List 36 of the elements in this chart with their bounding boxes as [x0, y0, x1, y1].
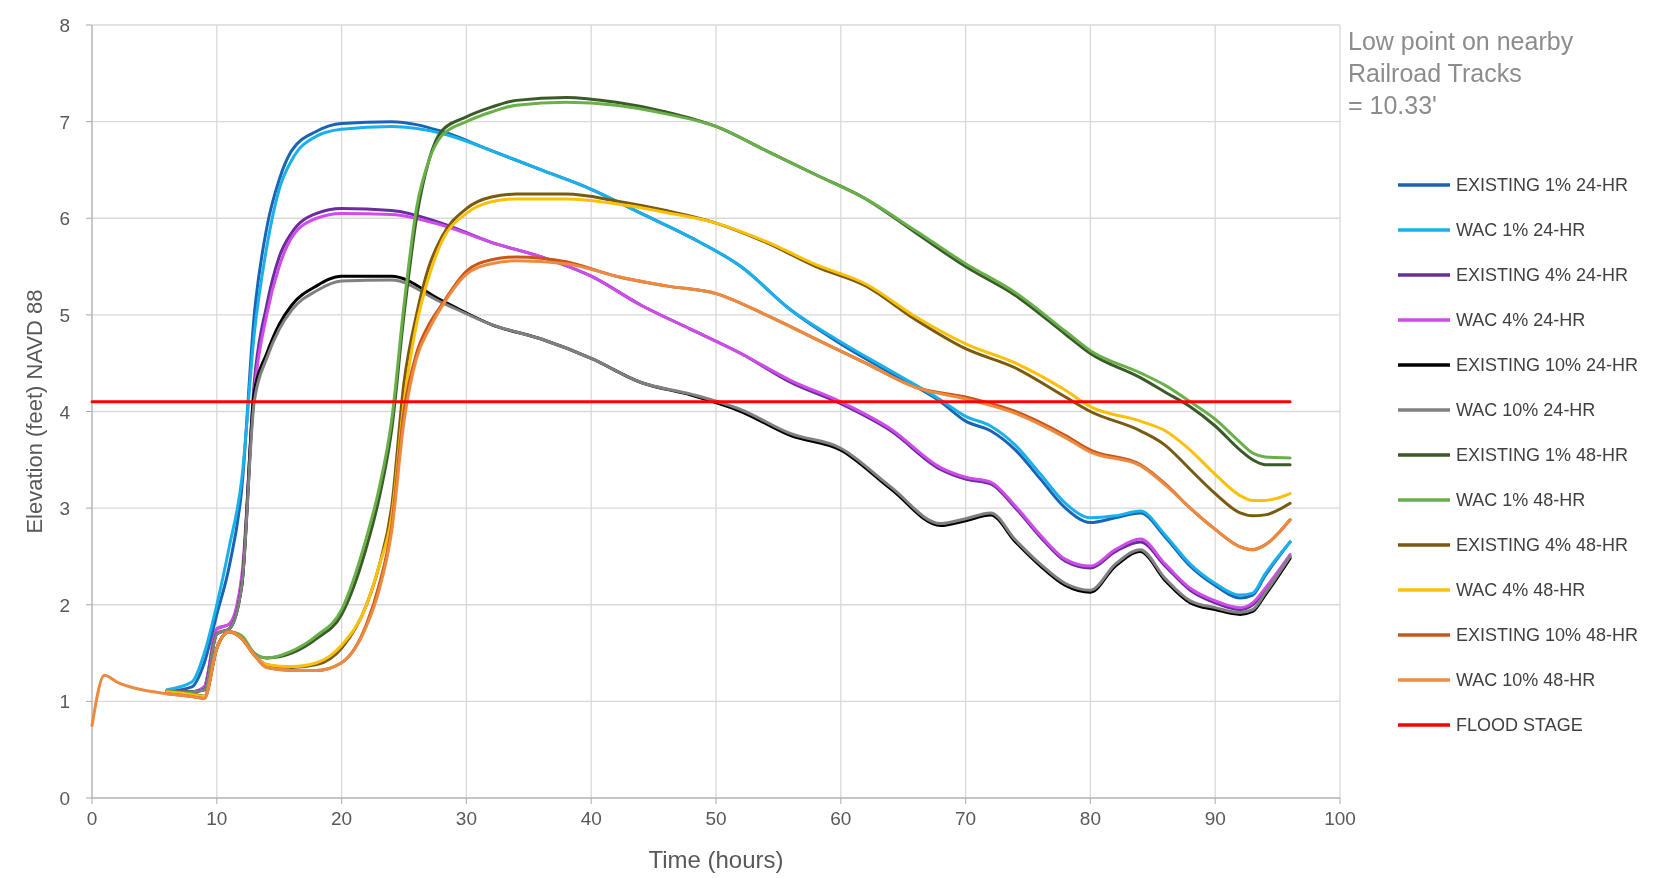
x-tick-label: 40	[580, 808, 602, 829]
y-tick-label: 6	[59, 208, 70, 230]
x-tick-label: 70	[955, 808, 977, 829]
x-axis-title: Time (hours)	[648, 846, 784, 873]
legend-label: WAC 1% 48-HR	[1456, 490, 1586, 510]
legend-label: WAC 10% 24-HR	[1456, 400, 1596, 420]
legend-label: EXISTING 1% 48-HR	[1456, 445, 1629, 465]
legend-label: EXISTING 4% 48-HR	[1456, 535, 1629, 555]
legend-label: WAC 4% 48-HR	[1456, 580, 1586, 600]
x-tick-label: 90	[1204, 808, 1226, 829]
x-tick-label: 30	[455, 808, 477, 829]
x-tick-label: 100	[1324, 808, 1356, 829]
legend-label: EXISTING 10% 48-HR	[1456, 625, 1639, 645]
y-tick-label: 7	[59, 111, 70, 133]
y-tick-label: 4	[59, 401, 71, 423]
x-tick-label: 20	[331, 808, 353, 829]
legend-label: EXISTING 4% 24-HR	[1456, 265, 1629, 285]
x-tick-label: 0	[86, 808, 98, 829]
y-tick-label: 2	[59, 594, 70, 616]
y-axis-title: Elevation (feet) NAVD 88	[22, 289, 47, 534]
y-tick-label: 1	[59, 691, 70, 713]
text: Low point on nearby Railroad Tracks = 10.33'	[1348, 27, 1574, 119]
y-tick-label: 8	[59, 15, 70, 36]
legend-label: WAC 10% 48-HR	[1456, 670, 1596, 690]
x-tick-label: 80	[1079, 808, 1101, 829]
x-tick-label: 50	[705, 808, 727, 829]
legend-label: EXISTING 1% 24-HR	[1456, 175, 1629, 195]
y-tick-label: 5	[59, 304, 70, 326]
legend-label: WAC 4% 24-HR	[1456, 310, 1586, 330]
x-tick-label: 60	[830, 808, 852, 829]
legend-label: WAC 1% 24-HR	[1456, 220, 1586, 240]
y-tick-label: 0	[59, 788, 70, 809]
legend-label: FLOOD STAGE	[1456, 715, 1583, 735]
x-tick-label: 10	[206, 808, 228, 829]
y-tick-label: 3	[59, 498, 70, 520]
legend-label: EXISTING 10% 24-HR	[1456, 355, 1639, 375]
